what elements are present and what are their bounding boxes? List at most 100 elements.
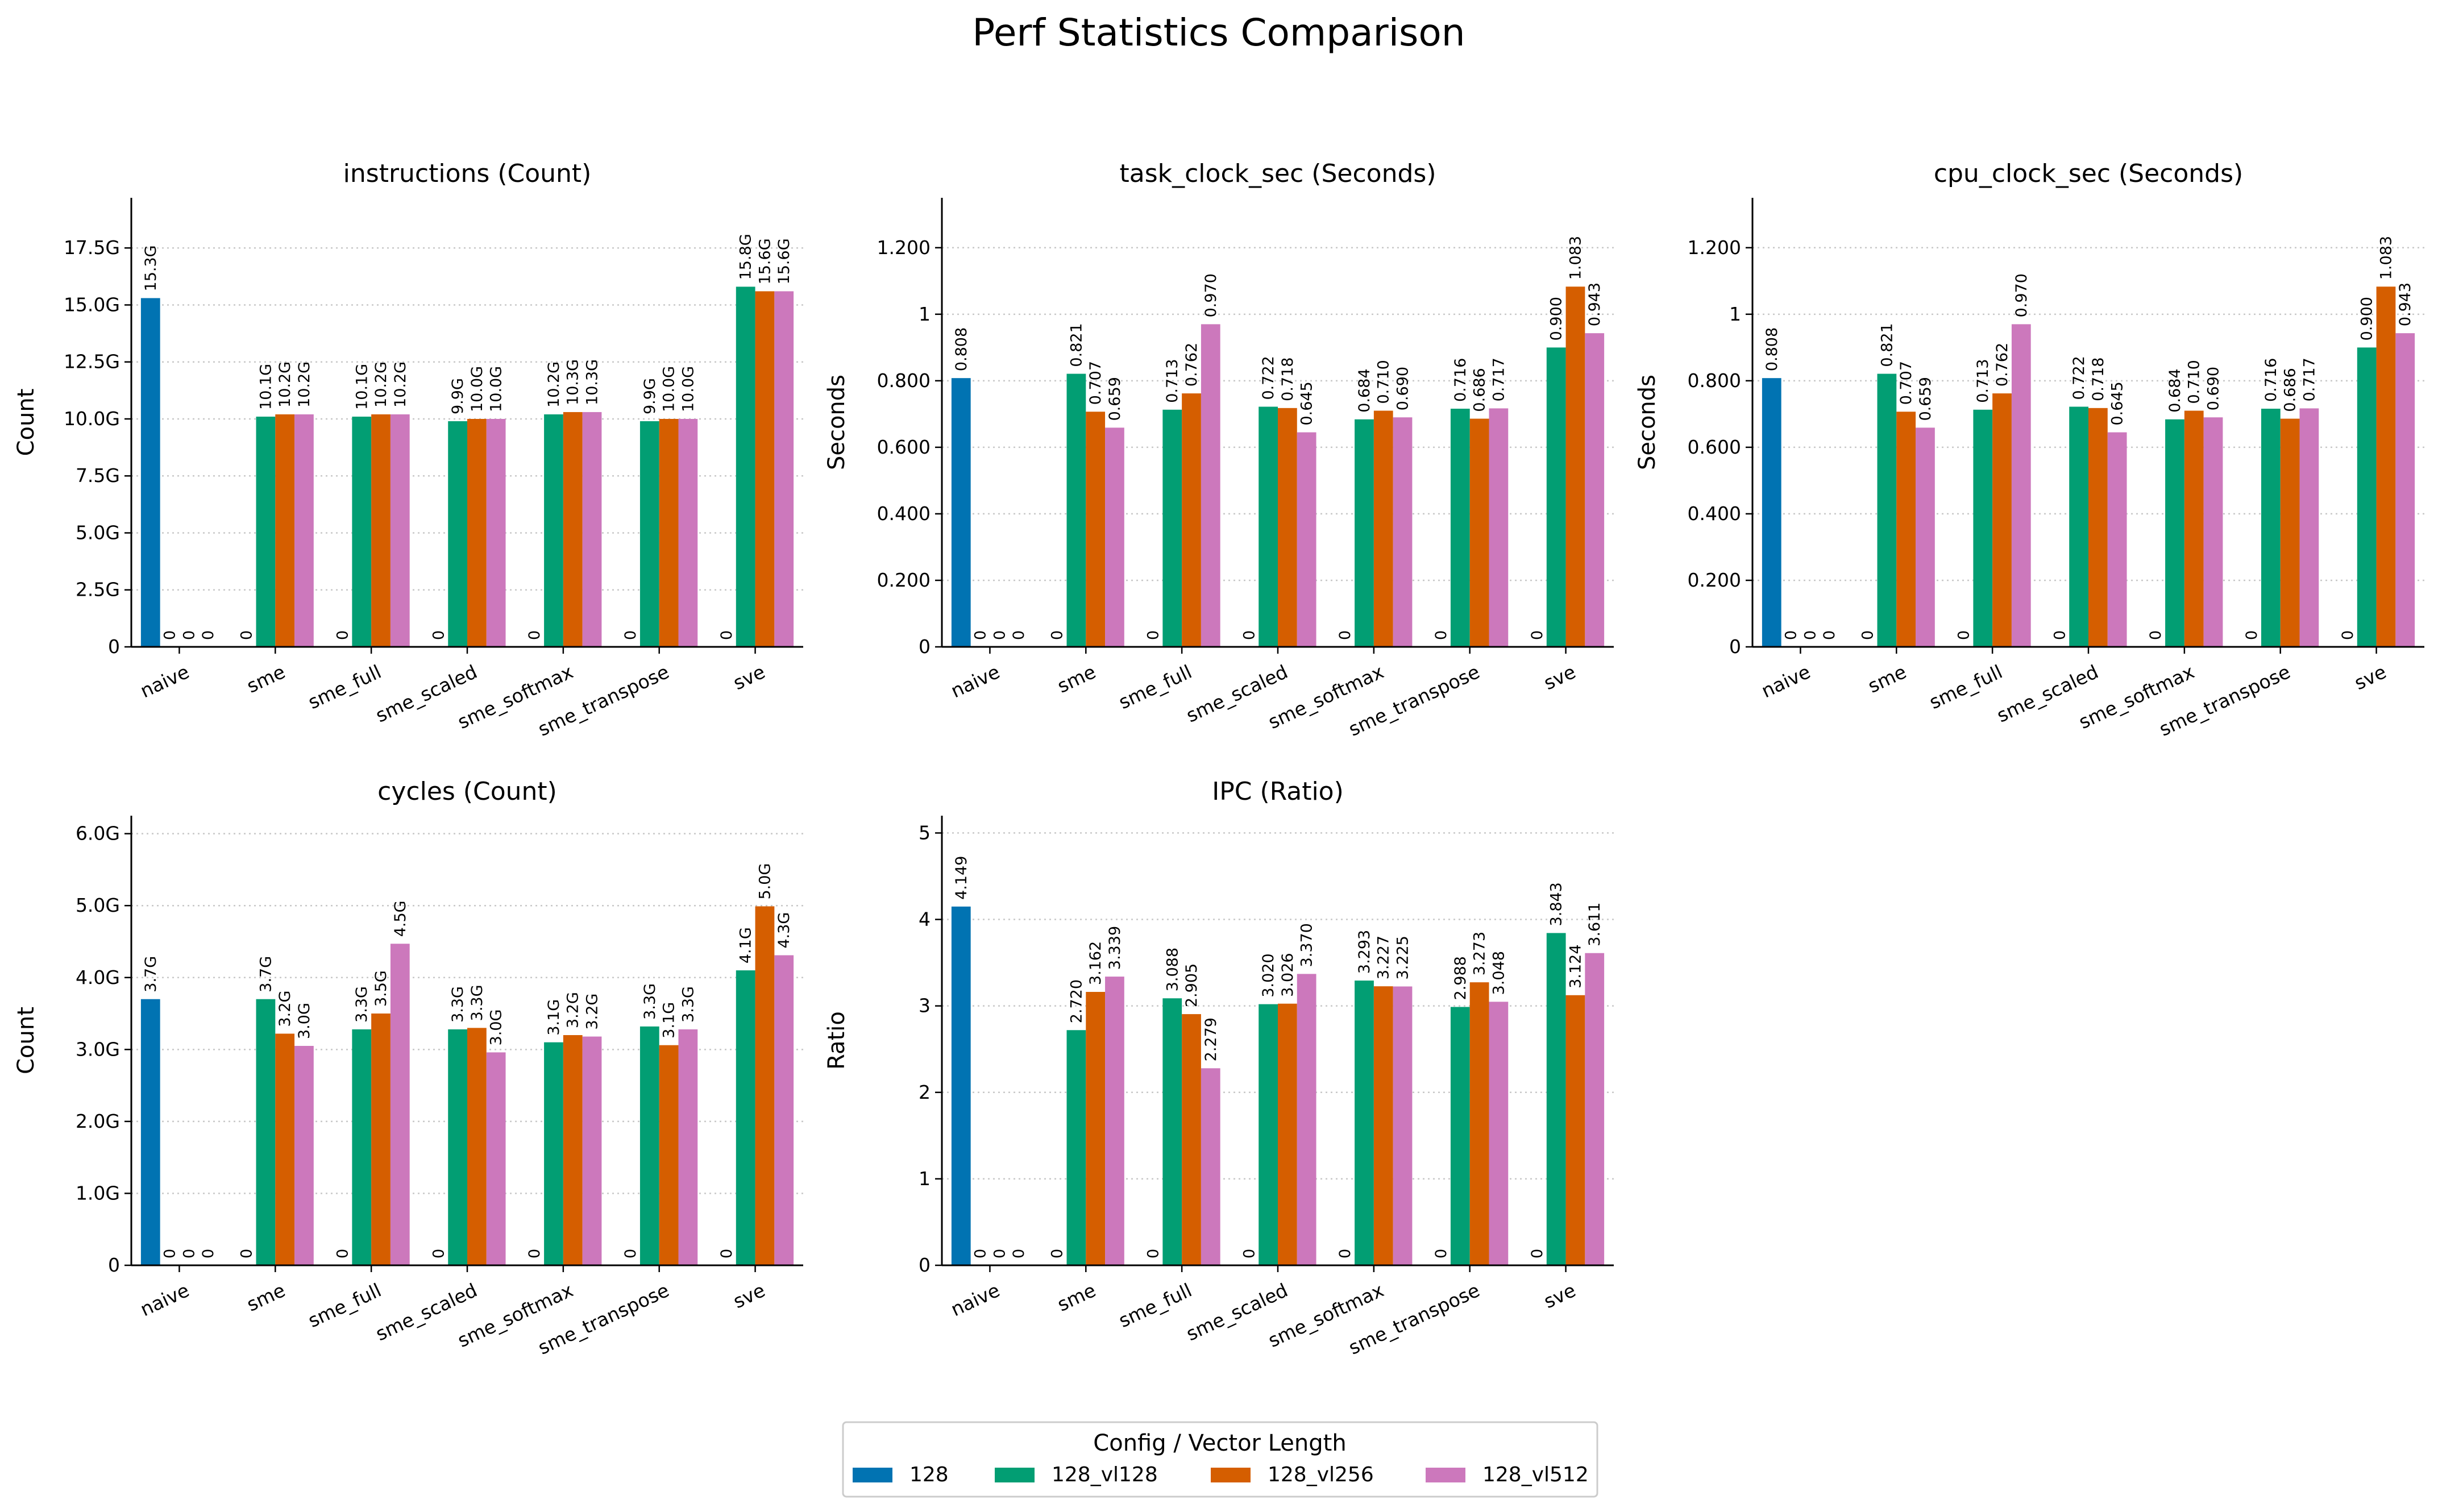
bar-value-label: 0.943	[2397, 283, 2414, 326]
y-axis-label: Seconds	[824, 375, 850, 470]
bar-128-vl128-sve	[1546, 933, 1566, 1265]
bar-value-label: 0	[972, 630, 990, 640]
bar-value-label: 3.124	[1567, 944, 1584, 988]
bar-value-label: 3.339	[1106, 926, 1124, 970]
bar-128-vl128-sme	[256, 416, 276, 647]
bar-128-vl128-sme-softmax	[2165, 419, 2184, 647]
bar-128-vl256-sme-transpose	[2280, 418, 2300, 647]
bar-value-label: 0.710	[1375, 360, 1393, 404]
bar-value-label: 10.0G	[488, 366, 505, 412]
bar-128-vl128-sme-softmax	[544, 1042, 563, 1265]
x-tick-label: naive	[948, 1279, 1003, 1320]
bar-value-label: 2.720	[1068, 979, 1085, 1023]
bar-value-label: 15.6G	[775, 238, 793, 284]
bar-value-label: 0.690	[2205, 367, 2223, 410]
bar-value-label: 3.225	[1394, 936, 1412, 979]
bar-value-label: 0	[622, 1249, 639, 1258]
bar-value-label: 3.5G	[372, 970, 390, 1007]
bar-value-label: 0	[718, 630, 736, 640]
y-tick-label: 0	[1729, 635, 1741, 658]
y-tick-label: 6.0G	[76, 823, 120, 845]
bar-value-label: 2.279	[1202, 1017, 1220, 1061]
x-tick-label: naive	[948, 661, 1003, 702]
bar-value-label: 3.3G	[468, 985, 486, 1021]
bar-value-label: 0.717	[2300, 358, 2318, 401]
bar-value-label: 10.0G	[468, 366, 486, 412]
bar-128-vl256-sme-full	[1992, 393, 2012, 647]
bar-value-label: 5.0G	[756, 863, 774, 900]
bar-value-label: 0.762	[1183, 343, 1201, 387]
legend-label: 128	[909, 1463, 949, 1486]
y-tick-label: 0.200	[1688, 569, 1741, 591]
y-tick-label: 2.5G	[76, 579, 120, 601]
bar-value-label: 0	[1240, 1249, 1258, 1258]
bar-128-vl512-sme-scaled	[1297, 432, 1316, 647]
bar-value-label: 0.684	[1356, 368, 1373, 412]
bar-value-label: 0.900	[1548, 297, 1565, 340]
y-tick-label: 5.0G	[76, 894, 120, 916]
bar-value-label: 3.843	[1548, 882, 1565, 926]
bar-value-label: 10.3G	[584, 359, 601, 405]
x-tick-label: sve	[1540, 1279, 1579, 1312]
bar-value-label: 0	[161, 1249, 179, 1258]
bar-value-label: 0	[1144, 1249, 1162, 1258]
bar-128-vl512-sme	[294, 414, 314, 647]
bar-value-label: 0.707	[1087, 361, 1104, 405]
bar-128-naive	[951, 378, 971, 647]
bar-128-vl512-sme-softmax	[1393, 417, 1413, 647]
legend-label: 128_vl128	[1052, 1463, 1158, 1486]
y-tick-label: 1	[919, 303, 931, 325]
bar-value-label: 10.0G	[679, 366, 697, 412]
bar-value-label: 0	[161, 630, 179, 640]
y-tick-label: 0.200	[877, 569, 931, 591]
bar-value-label: 3.2G	[584, 994, 601, 1030]
y-axis-label: Seconds	[1634, 375, 1660, 470]
y-tick-label: 1	[1729, 303, 1741, 325]
bar-value-label: 0	[1144, 630, 1162, 640]
y-tick-label: 0.600	[1688, 436, 1741, 458]
bar-value-label: 0.722	[2070, 356, 2088, 400]
bar-value-label: 0	[2051, 630, 2069, 640]
bar-value-label: 0	[1529, 630, 1546, 640]
bar-value-label: 0.713	[1974, 359, 1992, 402]
bar-value-label: 0	[2147, 630, 2165, 640]
bar-128-vl512-sme	[1916, 427, 1935, 647]
bar-128-vl256-sme-scaled	[467, 418, 487, 647]
bar-value-label: 1.083	[2377, 236, 2395, 280]
bar-128-vl128-sme-scaled	[1259, 1004, 1278, 1265]
legend-title: Config / Vector Length	[1093, 1430, 1346, 1456]
figure-title: Perf Statistics Comparison	[972, 11, 1465, 55]
bar-value-label: 0.900	[2358, 297, 2376, 340]
bar-value-label: 10.2G	[276, 362, 294, 408]
bar-value-label: 2.988	[1452, 956, 1469, 1000]
bar-128-vl512-sve	[1585, 953, 1605, 1265]
bar-value-label: 3.026	[1279, 953, 1297, 996]
y-tick-label: 12.5G	[64, 351, 120, 373]
bar-128-vl256-sme-full	[371, 414, 391, 647]
bar-value-label: 0	[718, 1249, 736, 1258]
bar-value-label: 3.1G	[545, 999, 563, 1036]
bar-128-vl256-sme-softmax	[563, 1035, 583, 1265]
y-tick-label: 0.800	[877, 369, 931, 392]
bar-value-label: 0	[1859, 630, 1877, 640]
bar-128-vl256-sme-softmax	[1373, 410, 1393, 647]
y-axis-label: Count	[13, 1007, 39, 1074]
bar-128-vl256-sme	[1896, 412, 1916, 647]
x-tick-label: sve	[1540, 661, 1579, 694]
bar-value-label: 0	[334, 630, 351, 640]
bar-128-vl512-sme-transpose	[2299, 408, 2319, 647]
bar-128-vl256-sme-softmax	[2184, 410, 2204, 647]
y-axis-label: Ratio	[824, 1011, 850, 1070]
bar-128-vl256-sme-scaled	[1278, 408, 1297, 647]
bar-128-vl128-sme-transpose	[639, 1026, 659, 1265]
x-tick-label: sme_full	[1115, 661, 1195, 713]
x-tick-label: sme	[1864, 661, 1910, 697]
y-tick-label: 1	[919, 1168, 931, 1190]
bar-value-label: 3.3G	[641, 983, 659, 1020]
bar-value-label: 0.710	[2186, 360, 2203, 404]
legend: Config / Vector Length 128 128_vl128 128_v…	[842, 1421, 1598, 1498]
x-tick-label: sme_full	[1115, 1279, 1195, 1332]
bar-128-vl128-sme-transpose	[639, 421, 659, 647]
bar-value-label: 3.162	[1087, 941, 1104, 985]
